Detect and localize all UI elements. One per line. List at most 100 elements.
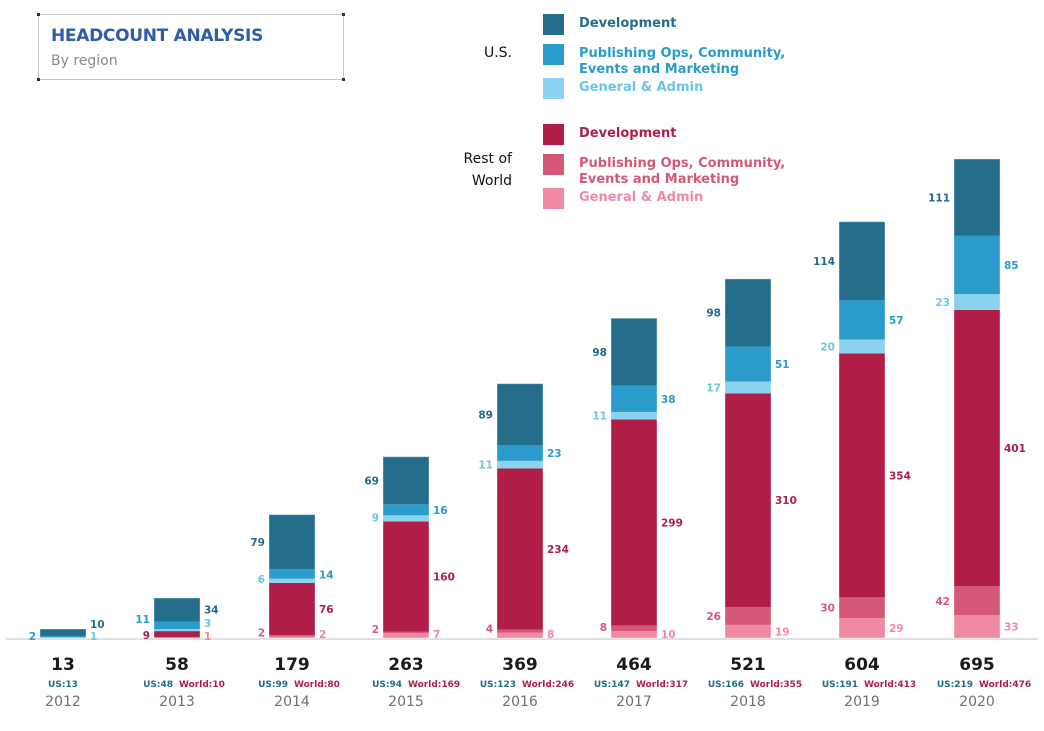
data-label-us-pub: 57 — [889, 315, 904, 327]
bar-segment-world-pub — [611, 625, 657, 632]
legend-swatch — [543, 14, 564, 35]
corner-marker — [342, 13, 345, 16]
data-label-us-dev: 98 — [592, 347, 607, 359]
bar-segment-us-dev — [839, 221, 885, 301]
data-label-us-ga: 17 — [706, 382, 721, 394]
total-label: 604 — [844, 655, 880, 675]
data-label-world-pub: 4 — [486, 623, 493, 635]
total-label: 263 — [388, 655, 424, 675]
data-label-us-dev: 10 — [90, 619, 105, 631]
bar-segment-world-ga — [269, 636, 315, 638]
us-total-label: US:166 — [708, 680, 744, 690]
world-total-label: World:10 — [179, 680, 225, 690]
data-label-world-dev: 401 — [1004, 443, 1026, 455]
bar-segment-us-ga — [40, 637, 86, 639]
legend-item-label: General & Admin — [579, 80, 704, 95]
bar-outline — [268, 514, 316, 639]
data-label-us-pub: 16 — [433, 505, 448, 517]
bar-segment-us-ga — [269, 578, 315, 583]
bar-segment-us-pub — [154, 621, 200, 630]
legend-swatch — [543, 44, 564, 65]
us-total-label: US:147 — [594, 680, 630, 690]
legend-swatch — [543, 78, 564, 99]
bar-segment-us-ga — [725, 381, 771, 394]
bar-segment-world-pub — [383, 631, 429, 634]
bar-segment-world-ga — [497, 632, 543, 638]
bar-outline — [382, 456, 430, 639]
us-total-label: US:123 — [480, 680, 516, 690]
bar-segment-world-pub — [269, 635, 315, 637]
data-label-us-pub: 23 — [547, 448, 562, 460]
data-label-us-dev: 79 — [250, 537, 265, 549]
corner-marker — [37, 13, 40, 16]
us-total-label: US:48 — [143, 680, 173, 690]
data-label-us-dev: 111 — [928, 192, 950, 204]
total-label: 695 — [959, 655, 995, 675]
bar-segment-world-pub — [839, 597, 885, 619]
x-tick-label: 2019 — [844, 694, 880, 710]
bar-segment-us-ga — [497, 460, 543, 469]
bar-segment-us-dev — [497, 383, 543, 446]
bar-segment-world-dev — [154, 631, 200, 638]
bar-segment-us-ga — [154, 629, 200, 632]
data-label-us-pub: 2 — [29, 631, 36, 643]
data-label-us-ga: 20 — [820, 341, 835, 353]
bar-segment-us-pub — [269, 569, 315, 579]
us-total-label: US:191 — [822, 680, 858, 690]
data-label-us-ga: 23 — [935, 297, 950, 309]
bar-segment-world-pub — [954, 586, 1000, 616]
total-label: 464 — [616, 655, 652, 675]
bar-segment-us-pub — [40, 635, 86, 638]
data-label-world-dev: 76 — [319, 604, 334, 616]
legend-swatch — [543, 124, 564, 145]
total-label: 179 — [274, 655, 310, 675]
x-tick-label: 2016 — [502, 694, 538, 710]
data-label-us-ga: 11 — [478, 459, 493, 471]
bar-segment-world-dev — [611, 419, 657, 626]
x-tick-label: 2013 — [159, 694, 195, 710]
bar-segment-us-ga — [383, 515, 429, 522]
data-label-us-dev: 89 — [478, 409, 493, 421]
data-label-us-pub: 51 — [775, 359, 790, 371]
x-tick-label: 2012 — [45, 694, 81, 710]
legend-item-label: Publishing Ops, Community, Events and Ma… — [579, 46, 786, 77]
world-total-label: World:317 — [636, 680, 688, 690]
chart-subtitle: By region — [51, 53, 118, 69]
bar-segment-us-dev — [154, 598, 200, 622]
data-label-us-dev: 114 — [813, 256, 835, 268]
legend-group-label: U.S. — [483, 45, 512, 61]
data-label-world-pub: 30 — [820, 603, 835, 615]
data-label-world-pub: 42 — [935, 596, 950, 608]
data-label-us-ga: 6 — [258, 574, 265, 586]
data-label-world-dev: 299 — [661, 518, 683, 530]
data-label-world-ga: 7 — [433, 629, 440, 641]
data-label-world-ga: 19 — [775, 626, 790, 638]
data-label-world-dev: 310 — [775, 495, 797, 507]
bar-segment-world-dev — [954, 309, 1000, 587]
bar-segment-us-ga — [954, 294, 1000, 310]
data-label-us-dev: 69 — [364, 476, 379, 488]
bar-segment-world-ga — [839, 618, 885, 638]
bar-outline — [724, 278, 772, 639]
world-total-label: World:413 — [864, 680, 916, 690]
total-label: 521 — [730, 655, 766, 675]
bar-segment-us-pub — [383, 504, 429, 516]
bar-segment-world-dev — [383, 521, 429, 632]
world-total-label: World:355 — [750, 680, 802, 690]
data-label-us-pub: 85 — [1004, 260, 1019, 272]
bar-outline — [838, 221, 886, 639]
bar-segment-us-pub — [839, 300, 885, 340]
legend-swatch — [543, 154, 564, 175]
data-label-us-ga: 1 — [90, 631, 97, 643]
bar-outline — [153, 597, 201, 639]
us-total-label: US:219 — [937, 680, 973, 690]
chart-title: HEADCOUNT ANALYSIS — [51, 26, 264, 46]
bar-segment-us-dev — [725, 278, 771, 347]
legend-group-label: Rest of World — [463, 151, 512, 189]
data-label-world-dev: 160 — [433, 572, 455, 584]
bar-segment-us-pub — [611, 385, 657, 412]
world-total-label: World:246 — [522, 680, 574, 690]
data-label-world-ga: 2 — [319, 629, 326, 641]
world-total-label: World:476 — [979, 680, 1031, 690]
